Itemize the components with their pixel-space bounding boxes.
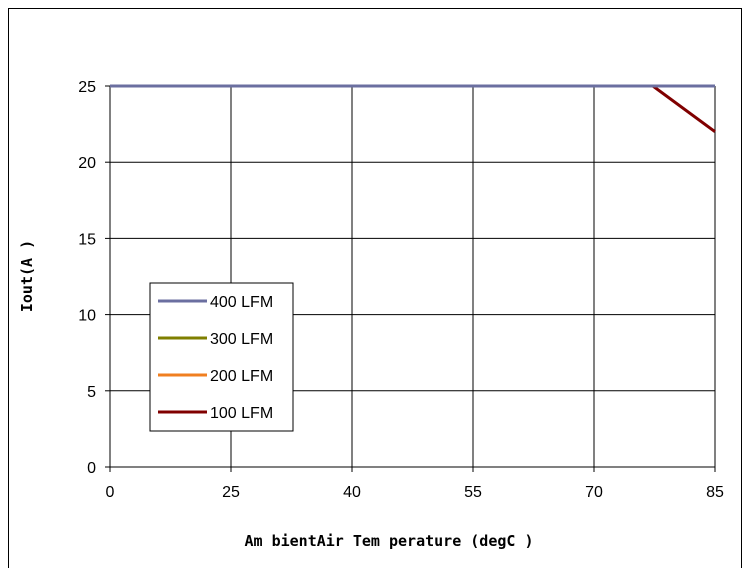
y-tick-label: 10 <box>78 308 96 325</box>
legend-label: 200 LFM <box>210 368 273 385</box>
chart-frame <box>8 8 742 568</box>
legend-box <box>149 282 294 432</box>
x-tick-label: 0 <box>106 484 115 501</box>
y-tick-labels: 0 5 10 15 20 25 <box>78 79 96 477</box>
legend-label: 300 LFM <box>210 331 273 348</box>
legend: 400 LFM 300 LFM 200 LFM 100 LFM <box>149 282 294 432</box>
x-tick-label: 55 <box>464 484 482 501</box>
series-lines <box>110 84 716 133</box>
x-tick-label: 85 <box>706 484 724 501</box>
legend-label: 400 LFM <box>210 294 273 311</box>
legend-label: 100 LFM <box>210 405 273 422</box>
y-tick-label: 15 <box>78 231 96 248</box>
y-axis-title: Iout(A ) <box>18 240 36 312</box>
x-tick-label: 25 <box>222 484 240 501</box>
y-tick-label: 5 <box>87 384 96 401</box>
series-line <box>110 84 716 133</box>
y-tick-label: 0 <box>87 460 96 477</box>
x-tick-label: 70 <box>585 484 603 501</box>
x-tick-labels: 0 25 40 55 70 85 <box>106 484 724 501</box>
x-axis-title: Am bientAir Tem perature (degC ) <box>245 532 534 550</box>
y-tick-label: 25 <box>78 79 96 96</box>
x-tick-label: 40 <box>343 484 361 501</box>
y-tick-label: 20 <box>78 155 96 172</box>
